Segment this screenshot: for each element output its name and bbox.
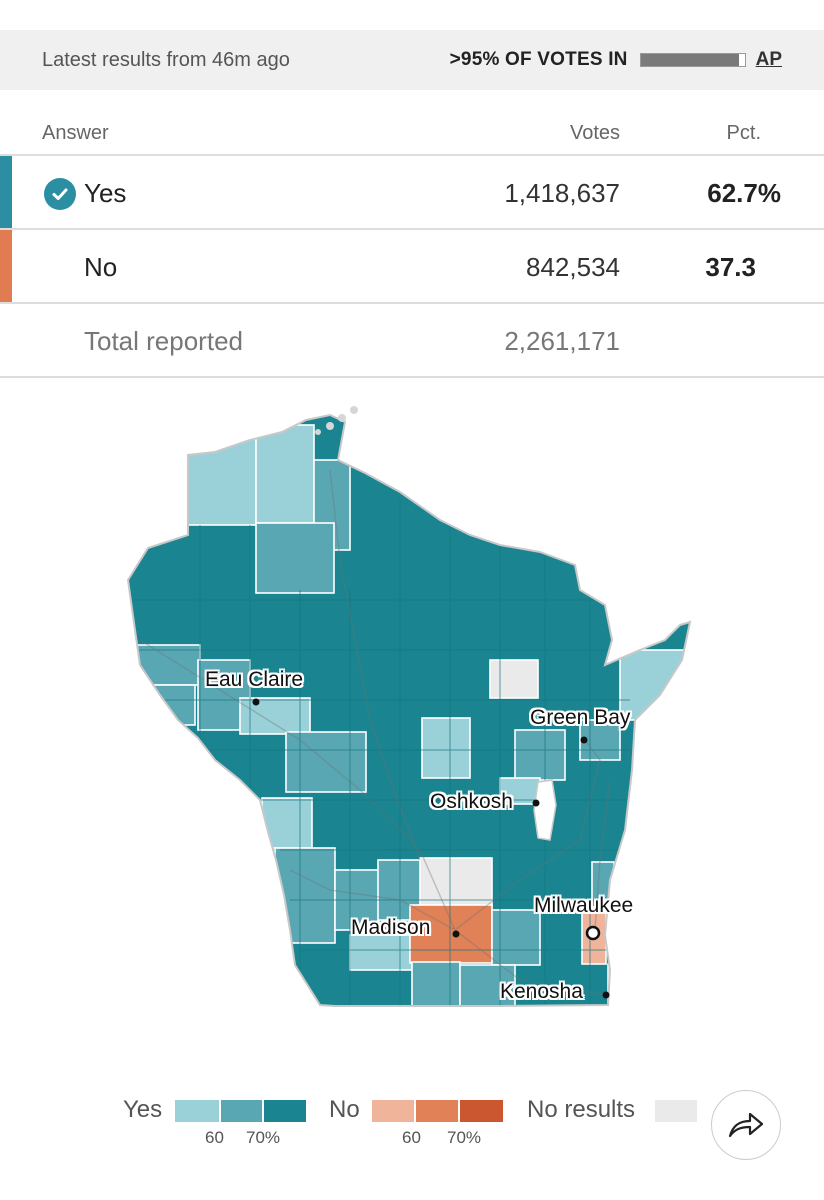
- legend-no-tick-60: 60: [402, 1128, 421, 1147]
- results-status-bar: Latest results from 46m ago >95% OF VOTE…: [0, 30, 824, 90]
- lake-winnebago: [533, 779, 557, 841]
- column-header-pct: Pct.: [726, 122, 761, 144]
- city-label-kenosha: Kenosha: [500, 980, 583, 1003]
- no-color-swatch: [0, 230, 12, 302]
- table-row-yes: Yes 1,418,637 62.7%: [0, 156, 824, 230]
- legend-no-label: No: [329, 1096, 360, 1123]
- votes-yes: 1,418,637: [504, 178, 620, 208]
- legend-no-tick-70: 70%: [447, 1128, 482, 1147]
- total-reported-label: Total reported: [84, 326, 243, 356]
- legend-no-light: [372, 1100, 414, 1122]
- legend-yes-light: [175, 1100, 219, 1122]
- legend-yes-tick-70: 70%: [246, 1128, 281, 1147]
- wisconsin-map-svg: [126, 406, 692, 1007]
- source-link-ap[interactable]: AP: [755, 49, 782, 70]
- city-dot-madison: [452, 930, 460, 938]
- legend-no-dark: [460, 1100, 503, 1122]
- city-label-eau-claire: Eau Claire: [205, 668, 304, 691]
- legend-yes-mid: [221, 1100, 262, 1122]
- votes-no: 842,534: [526, 252, 620, 282]
- city-dot-eau-claire: [252, 698, 260, 706]
- yes-color-swatch: [0, 156, 12, 228]
- share-button[interactable]: [711, 1090, 781, 1160]
- city-label-madison: Madison: [351, 916, 431, 939]
- city-dot-milwaukee: [585, 925, 601, 941]
- results-table: Answer Votes Pct. Yes 1,418,637 62.7% No…: [0, 108, 824, 378]
- map-legend: Yes 60 70% No 60 70% No results: [0, 1090, 824, 1160]
- table-header: Answer Votes Pct.: [0, 108, 824, 156]
- table-row-total: Total reported 2,261,171: [0, 304, 824, 378]
- latest-results-time: Latest results from 46m ago: [42, 48, 290, 71]
- column-header-votes: Votes: [569, 122, 620, 144]
- answer-label-yes: Yes: [84, 178, 127, 208]
- county-results-map[interactable]: Eau Claire Green Bay Oshkosh Milwaukee M…: [0, 390, 824, 1030]
- legend-no-results-label: No results: [527, 1096, 636, 1123]
- share-arrow-icon: [728, 1112, 764, 1138]
- city-dot-oshkosh: [532, 799, 540, 807]
- apostle-islands: [315, 406, 358, 435]
- legend-yes-dark: [264, 1100, 306, 1122]
- city-dot-green-bay: [580, 736, 588, 744]
- legend-yes-label: Yes: [123, 1096, 163, 1123]
- legend-no-mid: [416, 1100, 458, 1122]
- city-label-green-bay: Green Bay: [530, 706, 631, 729]
- pct-yes: 62.7%: [707, 178, 781, 208]
- column-header-answer: Answer: [42, 122, 109, 144]
- highway-lines: [139, 469, 611, 996]
- answer-label-no: No: [84, 252, 118, 282]
- votes-in-label: >95% OF VOTES IN: [449, 49, 628, 70]
- city-label-milwaukee: Milwaukee: [534, 894, 634, 917]
- votes-in-progress-fill: [640, 54, 740, 66]
- state-outline: [126, 413, 692, 1007]
- legend-no-results-swatch: [655, 1100, 697, 1122]
- city-dot-kenosha: [602, 991, 610, 999]
- winner-check-icon: [44, 178, 76, 210]
- city-label-oshkosh: Oshkosh: [430, 790, 513, 813]
- total-reported-votes: 2,261,171: [504, 326, 620, 356]
- votes-in-progress-bar: [639, 53, 746, 67]
- pct-no: 37.3: [705, 252, 756, 282]
- legend-yes-tick-60: 60: [205, 1128, 224, 1147]
- table-row-no: No 842,534 37.3: [0, 230, 824, 304]
